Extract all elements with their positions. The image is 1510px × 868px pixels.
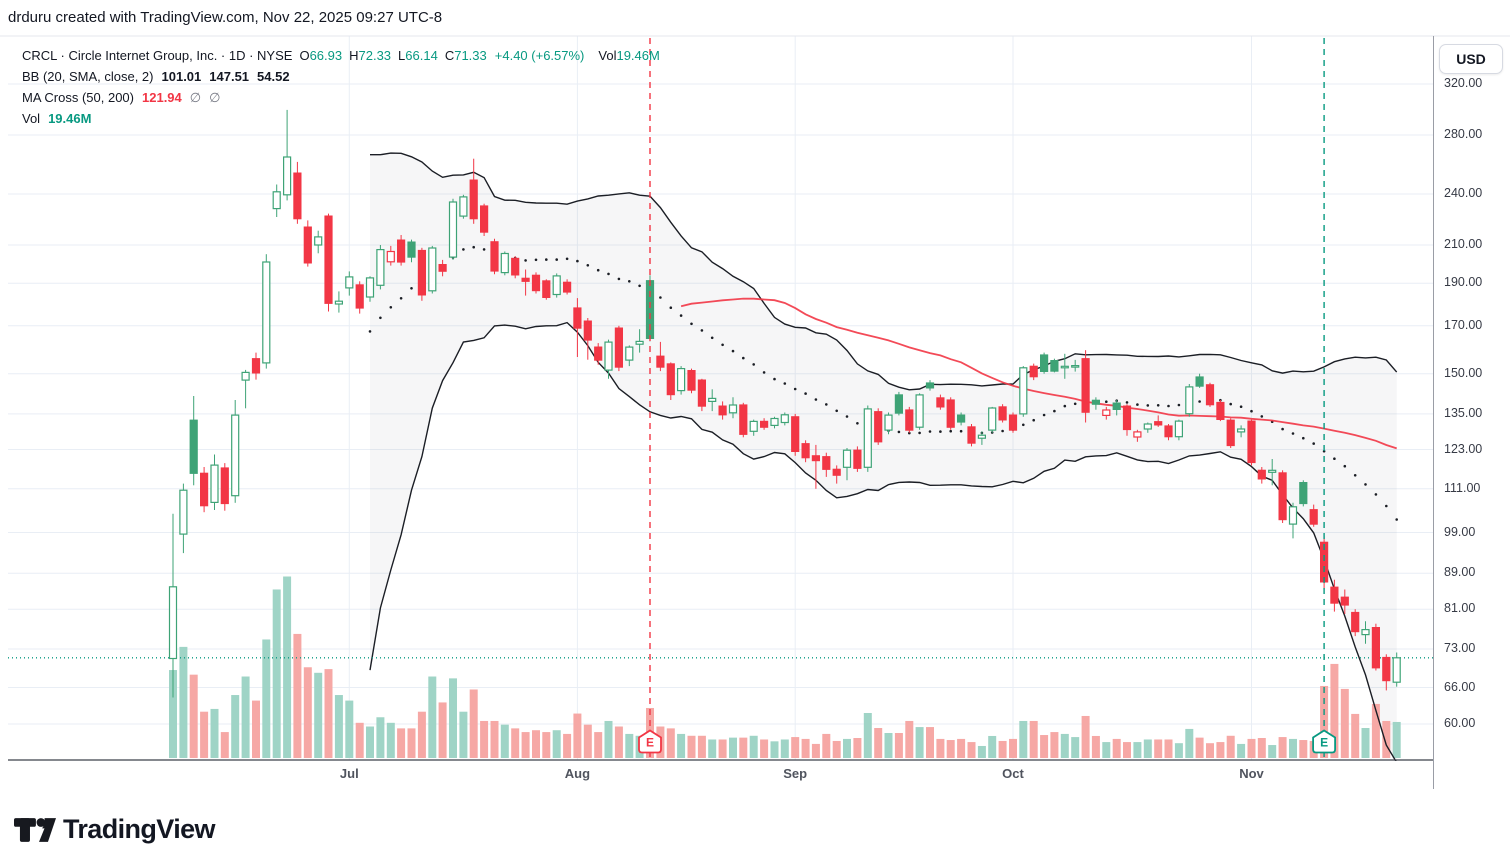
volume-layer [169,576,1401,758]
legend-volume-row[interactable]: Vol 19.46M [22,108,660,129]
volume-label: Vol [598,48,617,63]
close-label: C [444,48,455,63]
currency-unit-button[interactable]: USD [1439,44,1503,74]
price-tick: 73.00 [1444,641,1476,655]
price-tick: 111.00 [1444,480,1481,495]
bb-lower-line [369,321,1397,761]
price-tick: 170.00 [1444,317,1483,332]
open-label: O [299,48,310,63]
bb-upper-line [370,152,1398,391]
price-tick: 150.00 [1444,365,1483,380]
ma200-empty: ∅ [189,90,202,105]
high-label: H [349,48,359,63]
vol-indicator-label: Vol [22,111,41,126]
price-tick: 99.00 [1444,524,1476,539]
ma50-line [680,297,1397,450]
grid-layer [8,36,1433,760]
candles-layer [168,109,1401,698]
legend-bb-row[interactable]: BB (20, SMA, close, 2) 101.01 147.51 54.… [22,66,660,87]
bb-fill [370,153,1397,761]
symbol-title: CRCL · Circle Internet Group, Inc. · 1D … [22,48,293,63]
price-tick: 320.00 [1444,76,1483,90]
bb-basis-value: 101.01 [161,69,202,84]
price-tick: 190.00 [1444,275,1483,290]
earnings-badge[interactable]: E [1312,729,1336,754]
earnings-badge[interactable]: E [638,729,662,754]
price-tick: 240.00 [1444,186,1483,200]
plot-area [8,36,1433,761]
price-tick: 89.00 [1444,565,1476,580]
chart-legend: CRCL · Circle Internet Group, Inc. · 1D … [22,45,660,129]
low-value: 66.14 [405,48,438,63]
legend-symbol-row[interactable]: CRCL · Circle Internet Group, Inc. · 1D … [22,45,660,66]
open-value: 66.93 [309,48,343,63]
legend-macross-row[interactable]: MA Cross (50, 200) 121.94 ∅ ∅ [22,87,660,108]
price-tick: 135.00 [1444,405,1483,420]
month-tick: Nov [1239,766,1264,781]
price-tick: 66.00 [1444,679,1476,694]
svg-text:E: E [1320,736,1328,750]
price-tick: 210.00 [1444,237,1483,251]
vol-indicator-value: 19.46M [48,111,92,126]
volume-value: 19.46M [616,48,660,63]
svg-text:E: E [646,736,654,750]
macross-empty: ∅ [209,90,221,105]
low-label: L [398,48,406,63]
high-value: 72.33 [358,48,392,63]
month-tick: Oct [1002,766,1024,781]
bb-upper-value: 147.51 [209,69,250,84]
macross-indicator-label: MA Cross (50, 200) [22,90,134,105]
price-tick: 60.00 [1444,716,1476,730]
snapshot-credit: drduru created with TradingView.com, Nov… [8,9,443,26]
bb-lower-value: 54.52 [257,69,290,84]
tradingview-logo-icon [14,817,56,842]
ma50-value: 121.94 [142,90,182,105]
price-tick: 280.00 [1444,127,1483,141]
change-value: +4.40 (+6.57%) [494,48,585,63]
tradingview-logo-text: TradingView [63,814,216,844]
price-tick: 123.00 [1444,441,1483,456]
month-tick: Sep [783,766,808,781]
month-tick: Aug [564,766,591,781]
close-value: 71.33 [454,48,487,63]
bb-indicator-label: BB (20, SMA, close, 2) [22,69,154,84]
month-tick: Jul [339,766,359,781]
price-tick: 81.00 [1444,601,1476,616]
tradingview-logo[interactable]: TradingView [14,814,216,845]
